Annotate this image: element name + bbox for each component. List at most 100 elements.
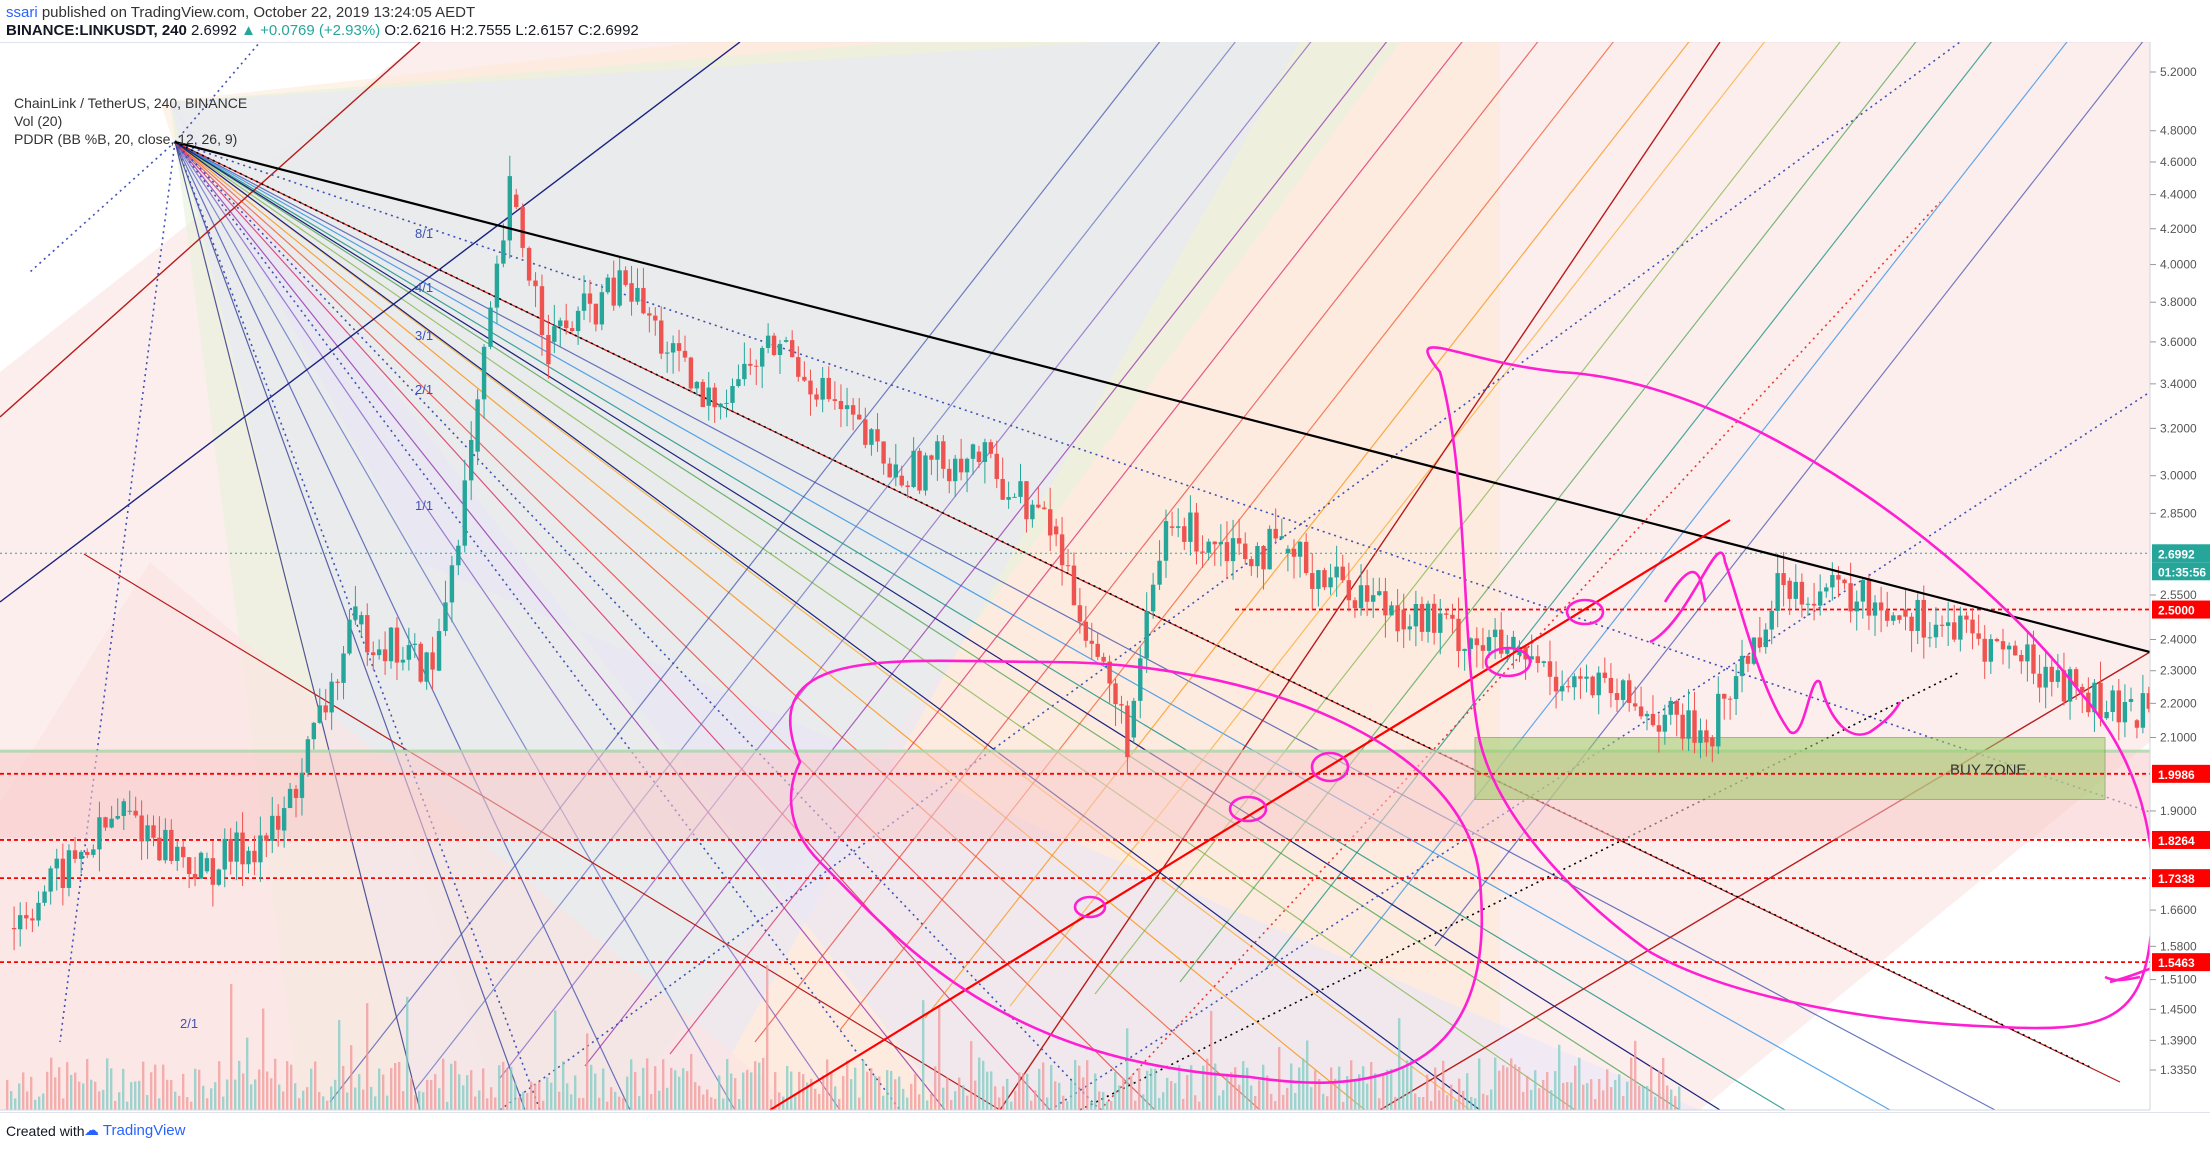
candle-body xyxy=(1799,581,1805,605)
price-label-bg xyxy=(2152,562,2210,581)
price-tick-label: 1.5800 xyxy=(2160,939,2197,953)
volume-bar xyxy=(1110,1101,1113,1110)
author-username[interactable]: ssari xyxy=(6,4,38,21)
volume-bars xyxy=(6,965,1681,1110)
candle-body xyxy=(905,485,910,488)
legend-title[interactable]: ChainLink / TetherUS, 240, BINANCE xyxy=(14,95,248,111)
footer: Created with ☁ TradingView xyxy=(0,1112,2210,1149)
candle-body xyxy=(1775,573,1780,611)
candle-body xyxy=(252,850,257,863)
candle-body xyxy=(1590,676,1595,696)
price-label: 1.7338 xyxy=(2158,872,2195,886)
volume-bar xyxy=(546,1077,549,1110)
price-axis-bg[interactable] xyxy=(2150,42,2210,1128)
chart-header: ssari published on TradingView.com, Octo… xyxy=(0,0,2210,43)
volume-bar xyxy=(430,1080,433,1110)
volume-bar xyxy=(350,1045,353,1110)
fan-line xyxy=(174,141,1261,1111)
price-tick-label: 2.4000 xyxy=(2160,632,2197,646)
parallel-line xyxy=(329,42,1161,1103)
volume-bar xyxy=(1470,1096,1473,1110)
volume-bar xyxy=(826,1059,829,1110)
legend-volume[interactable]: Vol (20) xyxy=(14,113,63,129)
volume-bar xyxy=(562,1061,565,1110)
volume-bar xyxy=(670,1067,673,1110)
volume-bar xyxy=(1178,1065,1181,1110)
candle-body xyxy=(1444,613,1449,615)
candle-body xyxy=(1200,551,1205,553)
candle-body xyxy=(97,817,102,850)
candle-body xyxy=(335,681,340,683)
candle-body xyxy=(1674,700,1679,715)
downtrend-line xyxy=(174,140,2150,654)
volume-bar xyxy=(1298,1067,1301,1110)
candle-body xyxy=(1692,710,1697,743)
fan-line xyxy=(174,141,736,1111)
fan-ratio-label: 3/1 xyxy=(415,328,433,343)
parallel-line xyxy=(499,42,1312,1079)
volume-bar xyxy=(854,1067,857,1110)
price-axis[interactable]: 5.2000 4.8000 4.6000 4.4000 4.2000 4.0000 3.80… xyxy=(2150,65,2197,1077)
high-value: H:2.7555 xyxy=(450,22,512,39)
price-labels: 2.6992 01:35:56 2.5000 1.9986 1.8264 1.7338 1.… xyxy=(2152,544,2210,972)
volume-bar xyxy=(810,1078,813,1110)
volume-bar xyxy=(1114,1071,1117,1110)
fan-line xyxy=(174,141,421,1111)
candle-body xyxy=(443,602,448,632)
chart-area[interactable]: 8/1 4/1 3/1 2/1 1/1 2/1 BUY ZONE 5.2000 4.8000… xyxy=(0,42,2210,1129)
volume-bar xyxy=(310,1068,313,1110)
volume-bar xyxy=(1422,1097,1425,1110)
legend-indicator[interactable]: PDDR (BB %B, 20, close, 12, 26, 9) xyxy=(14,131,238,147)
volume-bar xyxy=(422,1092,425,1110)
volume-bar xyxy=(1450,1084,1453,1110)
candle-body xyxy=(1745,655,1751,664)
candle-body xyxy=(771,335,777,355)
volume-bar xyxy=(154,1064,157,1110)
fan-ratio-label: 2/1 xyxy=(415,382,433,397)
volume-bar xyxy=(1014,1090,1017,1110)
volume-bar xyxy=(1618,1074,1621,1110)
candle-body xyxy=(2140,693,2146,728)
candle-body xyxy=(1425,603,1431,632)
tradingview-logo[interactable]: ☁ TradingView xyxy=(84,1121,185,1139)
price-label-bg xyxy=(2152,953,2210,972)
volume-bar xyxy=(790,1071,793,1110)
candle-body xyxy=(192,874,198,879)
candle-body xyxy=(311,722,317,740)
volume-bar xyxy=(1202,1065,1205,1110)
volume-bar xyxy=(1622,1096,1625,1110)
candle-body xyxy=(462,480,467,546)
volume-bar xyxy=(298,1098,301,1110)
candle-body xyxy=(449,565,455,603)
price-chart[interactable]: 8/1 4/1 3/1 2/1 1/1 2/1 BUY ZONE 5.2000 4.8000… xyxy=(0,42,2210,1129)
candles xyxy=(11,155,2150,951)
candle-body xyxy=(475,399,480,452)
volume-bar xyxy=(654,1066,657,1110)
volume-bar xyxy=(470,1070,473,1110)
chart-legend: ChainLink / TetherUS, 240, BINANCE Vol (… xyxy=(14,94,247,148)
candle-body xyxy=(947,468,952,482)
fan-line xyxy=(174,141,1366,1111)
volume-bar xyxy=(970,1041,973,1110)
volume-bar xyxy=(1362,1066,1365,1110)
candle-body xyxy=(1722,693,1727,699)
volume-bar xyxy=(806,1082,809,1110)
candle-body xyxy=(2073,669,2079,687)
volume-bar xyxy=(42,1093,45,1110)
volume-bar xyxy=(658,1090,661,1110)
volume-bar xyxy=(878,1076,881,1110)
fan-ratio-label: 8/1 xyxy=(415,226,433,241)
candle-body xyxy=(1113,683,1118,705)
candle-body xyxy=(180,846,186,858)
volume-bar xyxy=(1434,1067,1437,1110)
price-tick-label: 4.8000 xyxy=(2160,124,2197,138)
volume-bar xyxy=(1194,1095,1197,1110)
candle-body xyxy=(2134,720,2140,728)
candle-body xyxy=(1431,603,1437,633)
volume-bar xyxy=(1126,1028,1129,1110)
volume-bar xyxy=(746,1069,749,1110)
volume-bar xyxy=(50,1057,53,1110)
candle-body xyxy=(1680,714,1685,739)
candle-body xyxy=(388,627,394,662)
candle-body xyxy=(1805,603,1811,605)
